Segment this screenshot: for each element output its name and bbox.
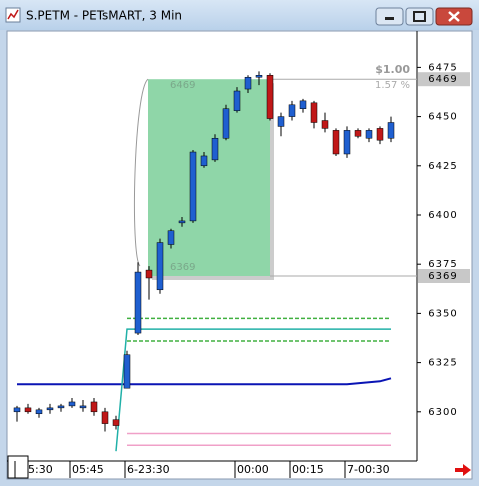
candle-body (354, 130, 362, 137)
indicator-line (115, 328, 391, 452)
candle-body (321, 120, 329, 129)
y-tick-label: 6475 (428, 62, 457, 73)
x-tick-label: 7-00:30 (347, 463, 390, 476)
range-change: $1.00 (375, 63, 410, 76)
x-tick-label: 6-23:30 (127, 463, 170, 476)
price-marker (418, 269, 470, 284)
candle-body (365, 130, 373, 139)
candle-body (68, 401, 76, 407)
scroll-arrow[interactable] (455, 464, 471, 476)
candle-body (266, 75, 274, 119)
minimize-button[interactable] (375, 7, 404, 26)
candle-body (35, 409, 43, 415)
candle-body (79, 405, 87, 409)
y-tick-label: 6375 (428, 259, 457, 270)
y-tick-label: 6325 (428, 358, 457, 369)
price-marker (418, 72, 470, 87)
candle-body (244, 76, 252, 90)
candle-body (277, 116, 285, 127)
y-tick-label: 6300 (428, 407, 457, 418)
x-tick-label: 00:15 (292, 463, 324, 476)
candle-body (222, 108, 230, 139)
candle-body (387, 122, 395, 139)
candle-body (310, 102, 318, 123)
corner-box (7, 455, 29, 479)
maximize-glyph (413, 11, 426, 22)
range-top-label: 6469 (170, 80, 195, 91)
candle-body (167, 230, 175, 245)
price-marker-label: 6469 (428, 74, 457, 85)
candle-body (288, 104, 296, 117)
candle-body (255, 75, 263, 78)
candle-body (101, 411, 109, 424)
candle-body (299, 100, 307, 109)
window-title: S.PETM - PETsMART, 3 Min (26, 9, 182, 23)
close-glyph (448, 11, 460, 22)
range-box (148, 79, 270, 277)
candle-body (134, 271, 142, 334)
range-bottom-label: 6369 (170, 262, 195, 273)
range-bracket (133, 78, 149, 267)
candle-body (145, 269, 153, 279)
x-tick-label: 00:00 (237, 463, 269, 476)
y-tick-label: 6425 (428, 161, 457, 172)
price-marker-label: 6369 (428, 271, 457, 282)
candle-body (332, 130, 340, 155)
minimize-glyph (385, 17, 394, 20)
candle-body (112, 419, 120, 426)
candle-body (376, 128, 384, 141)
candle-body (24, 407, 32, 413)
candle-body (178, 220, 186, 224)
y-tick-label: 6400 (428, 210, 457, 221)
plot-area: 6300632563506375640064256450647564696369… (13, 62, 470, 478)
candle-body (13, 407, 21, 413)
candle-body (211, 137, 219, 161)
indicator-line (17, 377, 392, 386)
candle-body (156, 242, 164, 291)
candle-body (123, 354, 131, 389)
y-tick-label: 6450 (428, 112, 457, 123)
candle-body (90, 401, 98, 413)
app-icon-glyph (7, 9, 19, 20)
x-tick-label: 05:45 (72, 463, 104, 476)
candle-body (46, 407, 54, 411)
range-percent: 1.57 % (375, 80, 410, 91)
y-tick-label: 6350 (428, 308, 457, 319)
candle-body (57, 405, 65, 409)
maximize-button[interactable] (405, 7, 434, 26)
candle-body (343, 130, 351, 155)
candle-body (200, 155, 208, 167)
candle-body (189, 151, 197, 222)
x-tick-label: 5:30 (28, 463, 53, 476)
candle-body (233, 90, 241, 111)
